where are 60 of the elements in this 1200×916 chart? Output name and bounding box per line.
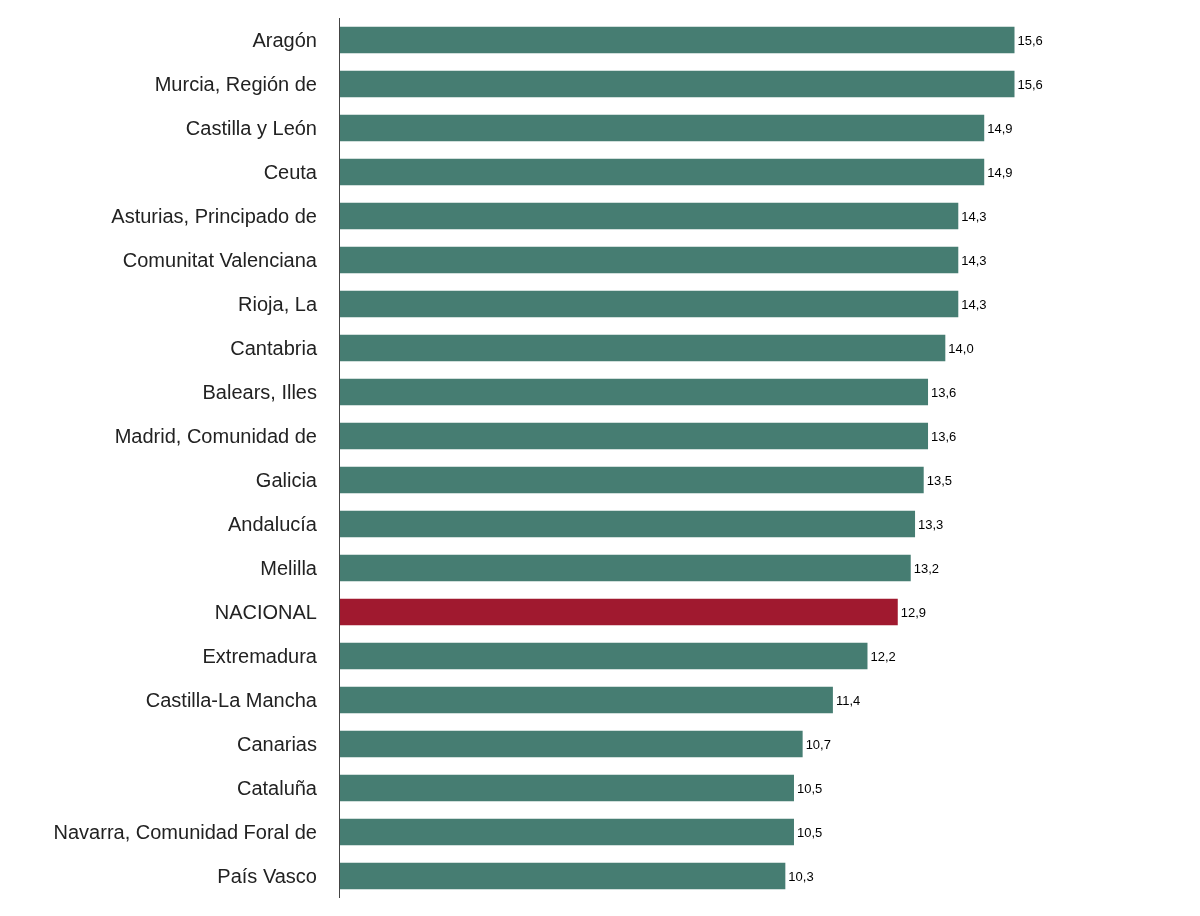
data-label: 12,2 (870, 648, 896, 664)
bar (340, 246, 959, 274)
data-label: 13,5 (926, 472, 953, 488)
y-tick-label: Castilla-La Mancha (145, 689, 318, 711)
data-label: 14,0 (948, 340, 974, 356)
y-tick-label: Aragón (252, 29, 317, 51)
bar (340, 378, 929, 406)
bar (340, 774, 794, 802)
data-label: 13,3 (918, 516, 944, 532)
y-tick-label: Navarra, Comunidad Foral de (53, 821, 317, 843)
bar (340, 334, 946, 362)
y-tick-label: Castilla y León (185, 117, 317, 139)
data-label: 10,7 (805, 736, 831, 752)
bar (340, 642, 868, 670)
y-tick-label: Andalucía (228, 513, 318, 535)
bar (340, 158, 985, 186)
bar (340, 686, 833, 714)
data-label: 11,4 (835, 692, 861, 708)
y-tick-label: Asturias, Principado de (111, 205, 317, 227)
bar (340, 26, 1015, 54)
bar (340, 202, 959, 230)
data-label: 10,3 (788, 868, 814, 884)
y-tick-label: País Vasco (217, 865, 317, 887)
data-label: 14,3 (961, 208, 987, 224)
y-tick-label: Galicia (255, 469, 318, 491)
data-label: 14,9 (987, 164, 1013, 180)
y-tick-label: Ceuta (263, 161, 318, 183)
y-tick-label: Comunitat Valenciana (122, 249, 318, 271)
bar (340, 510, 916, 538)
bar (340, 730, 803, 758)
data-label: 13,6 (931, 428, 957, 444)
bar (340, 598, 898, 626)
bar (340, 70, 1015, 98)
data-label: 12,9 (900, 604, 927, 620)
y-tick-label: Madrid, Comunidad de (114, 425, 317, 447)
y-tick-label: Rioja, La (238, 293, 318, 315)
y-tick-label: Canarias (236, 733, 317, 755)
data-label: 13,6 (931, 384, 957, 400)
bar (340, 466, 924, 494)
y-tick-label: Balears, Illes (202, 381, 317, 403)
bar (340, 114, 985, 142)
bar (340, 554, 911, 582)
bar (340, 862, 786, 890)
data-label: 14,3 (961, 252, 987, 268)
y-tick-label: Melilla (260, 557, 318, 579)
y-tick-label: Cantabria (230, 337, 318, 359)
data-label: 15,6 (1017, 32, 1043, 48)
data-label: 14,3 (961, 296, 987, 312)
bar (340, 290, 959, 318)
y-tick-label: Murcia, Región de (154, 73, 317, 95)
data-label: 13,2 (913, 560, 940, 576)
bar (340, 818, 794, 846)
data-label: 10,5 (796, 824, 823, 840)
data-label: 10,5 (796, 780, 823, 796)
y-tick-label: Cataluña (236, 777, 318, 799)
data-label: 15,6 (1017, 76, 1043, 92)
bar (340, 422, 929, 450)
y-tick-label: NACIONAL (214, 601, 317, 623)
data-label: 14,9 (987, 120, 1013, 136)
y-tick-label: Extremadura (202, 645, 318, 667)
